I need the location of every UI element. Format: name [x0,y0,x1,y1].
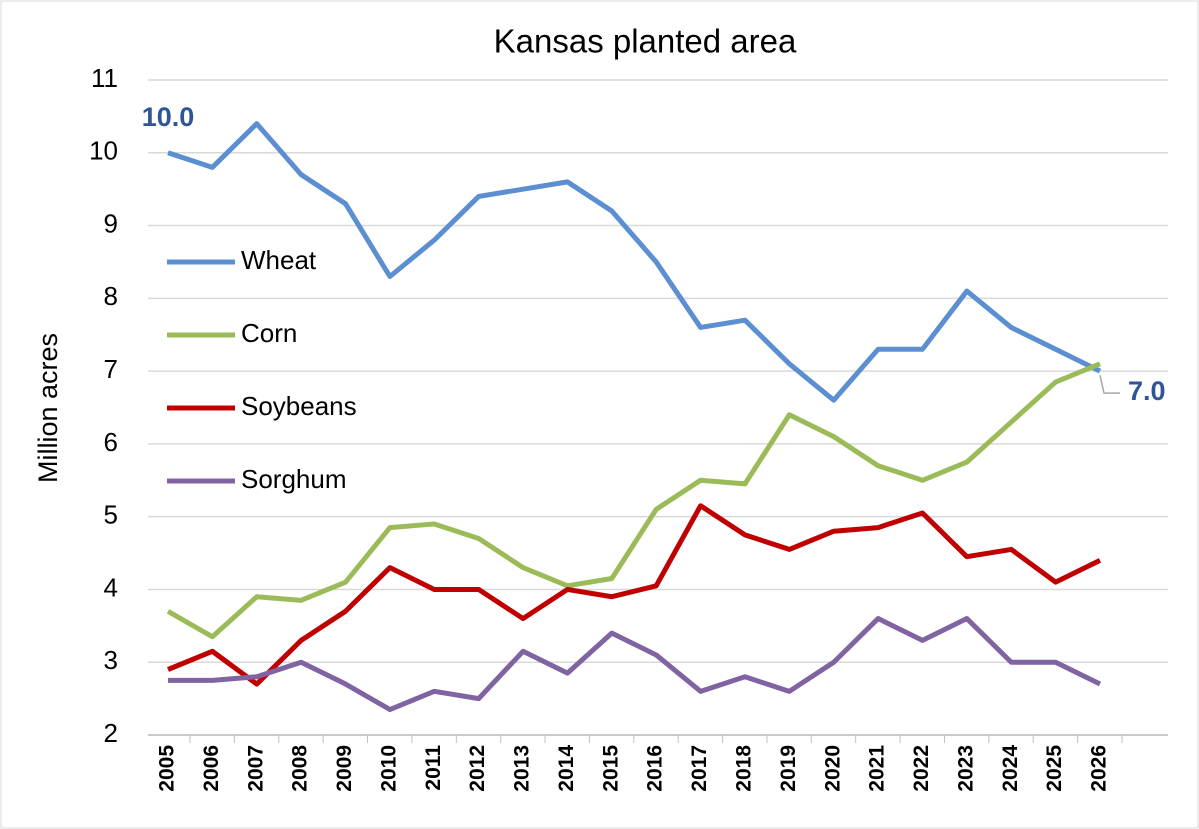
x-tick-label: 2013 [511,745,534,792]
x-tick-label: 2014 [555,745,578,792]
x-tick-label: 2018 [732,745,755,792]
leader-line [1099,374,1120,394]
legend-label: Wheat [241,245,317,275]
x-tick-label: 2020 [821,745,844,792]
y-tick-label: 8 [104,281,118,311]
x-tick-label: 2015 [599,745,622,792]
x-tick-label: 2012 [466,745,489,792]
chart-title: Kansas planted area [494,23,797,60]
y-tick-label: 3 [104,645,118,675]
x-tick-label: 2010 [377,745,400,792]
legend-label: Sorghum [241,464,347,494]
line-series [168,616,1102,713]
x-tick-label: 2026 [1088,745,1111,792]
x-tick-label: 2006 [200,745,223,792]
x-tick-label: 2019 [777,745,800,792]
line-series [166,361,1101,640]
y-tick-label: 11 [91,63,118,93]
value-label: 10.0 [142,102,195,132]
x-tick-label: 2023 [954,745,977,792]
legend-label: Soybeans [241,391,357,421]
y-tick-label: 4 [104,572,118,602]
line-series [167,503,1102,687]
x-tick-label: 2021 [866,745,889,792]
y-axis-label: Million acres [33,333,63,483]
x-tick-label: 2017 [688,745,711,792]
x-tick-label: 2016 [644,745,667,792]
x-tick-label: 2024 [999,745,1022,792]
y-tick-label: 10 [89,136,118,166]
x-tick-label: 2009 [333,745,356,792]
line-series [167,121,1102,403]
x-tick-label: 2008 [289,745,312,792]
x-tick-label: 2011 [422,745,445,791]
y-tick-label: 2 [104,718,118,748]
x-tick-label: 2005 [156,745,179,792]
value-label: 7.0 [1128,376,1166,406]
x-tick-label: 2022 [910,745,933,792]
legend-label: Corn [241,318,297,348]
y-tick-label: 7 [104,354,118,384]
y-tick-label: 6 [104,427,118,457]
y-tick-label: 5 [104,500,118,530]
x-tick-label: 2007 [244,745,267,792]
y-tick-label: 9 [104,208,118,238]
x-tick-label: 2025 [1043,745,1066,792]
